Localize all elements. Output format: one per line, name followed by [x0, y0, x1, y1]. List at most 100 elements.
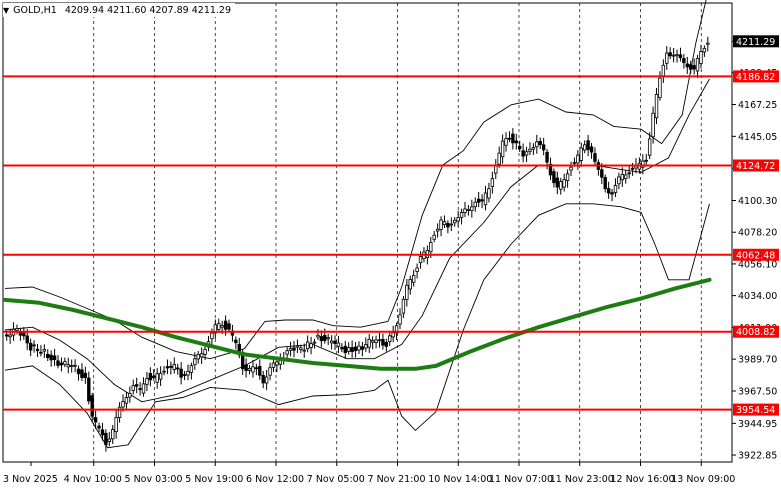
- candle-body: [186, 371, 190, 376]
- candle-body: [442, 221, 447, 226]
- candle-body: [340, 347, 344, 350]
- time-axis[interactable]: 3 Nov 2025 4 Nov 10:00 5 Nov 03:00 5 Nov 19…: [3, 462, 735, 485]
- candle-body: [456, 217, 460, 222]
- triangle-down-icon[interactable]: ▼: [3, 5, 10, 15]
- candle-body: [15, 328, 19, 331]
- candle-body: [511, 133, 515, 144]
- support-resistance-levels: [3, 75, 732, 411]
- candle-body: [353, 346, 358, 352]
- y-tick-label: 4078.20: [738, 228, 777, 239]
- candle-body: [432, 234, 436, 240]
- candle-body: [100, 429, 105, 436]
- candle-body: [319, 336, 324, 342]
- candle-body: [490, 178, 495, 187]
- candle-body: [641, 160, 645, 168]
- candle-body: [374, 339, 378, 344]
- y-tick-label: 4034.00: [738, 291, 777, 302]
- candle-body: [466, 208, 471, 211]
- candle-body: [695, 57, 700, 72]
- candle-body: [254, 367, 259, 370]
- candle-body: [644, 159, 648, 162]
- bollinger-bands: [4, 0, 710, 449]
- moving-average-line: [3, 277, 712, 371]
- candle-body: [203, 348, 207, 355]
- candle-body: [90, 395, 94, 417]
- candle-body: [582, 144, 587, 151]
- candle-body: [305, 341, 310, 350]
- candle-body: [678, 54, 683, 59]
- candle-body: [111, 429, 115, 440]
- candle-body: [411, 275, 416, 283]
- candle-body: [138, 388, 142, 390]
- candle-body: [528, 148, 532, 152]
- candle-body: [227, 323, 231, 330]
- candle-body: [258, 366, 262, 376]
- candle-body: [388, 335, 392, 342]
- candle-body: [176, 367, 180, 370]
- candle-body: [223, 320, 228, 330]
- candle-body: [446, 222, 450, 228]
- candle-body: [63, 361, 67, 365]
- candle-body: [500, 140, 505, 158]
- candle-body: [141, 383, 146, 394]
- candle-body: [275, 361, 279, 366]
- grid-lines: [93, 3, 702, 462]
- candle-body: [210, 332, 214, 340]
- upper-band-line: [4, 0, 707, 360]
- candle-body: [145, 378, 149, 385]
- candle-body: [449, 223, 454, 226]
- candle-body: [42, 349, 47, 352]
- candle-body: [244, 364, 248, 371]
- current-price-label: 4211.29: [736, 37, 775, 48]
- candle-body: [473, 201, 477, 208]
- candle-body: [247, 368, 252, 371]
- candle-body: [702, 47, 707, 53]
- candle-body: [189, 365, 194, 373]
- candle-body: [415, 267, 419, 272]
- candle-body: [360, 346, 365, 350]
- candle-body: [131, 385, 135, 391]
- candle-body: [675, 54, 679, 57]
- candle-body: [692, 65, 696, 70]
- candle-body: [699, 51, 703, 64]
- candle-body: [689, 64, 693, 70]
- level-price-label: 4062.48: [736, 250, 775, 261]
- candle-body: [364, 344, 368, 349]
- candle-body: [429, 242, 433, 253]
- ohlc-values: 4209.94 4211.60 4207.89 4211.29: [64, 4, 232, 16]
- candle-body: [268, 367, 272, 376]
- candle-body: [610, 192, 614, 195]
- candle-body: [172, 364, 176, 370]
- candle-body: [569, 166, 573, 171]
- candle-body: [28, 342, 33, 351]
- candle-body: [593, 153, 597, 162]
- candle-body: [384, 342, 389, 347]
- candle-body: [453, 219, 457, 224]
- candle-body: [706, 42, 710, 45]
- candle-body: [193, 358, 197, 366]
- level-price-box: [733, 403, 779, 416]
- candle-body: [199, 353, 204, 358]
- candle-body: [476, 198, 481, 203]
- candle-body: [613, 185, 618, 193]
- candle-body: [459, 212, 464, 218]
- candle-body: [302, 349, 306, 352]
- candle-body: [251, 366, 255, 373]
- plot-border: [2, 2, 733, 463]
- price-axis[interactable]: 4211.294189.454167.254145.054122.854100.…: [732, 35, 779, 462]
- candle-body: [497, 152, 501, 165]
- candle-body: [408, 279, 412, 290]
- candle-body: [46, 353, 50, 358]
- candle-body: [555, 177, 560, 188]
- x-tick-label: 5 Nov 03:00: [125, 474, 183, 485]
- candle-body: [617, 176, 621, 185]
- candle-body: [518, 145, 522, 150]
- candle-body: [579, 147, 583, 161]
- level-price-label: 4186.82: [736, 72, 775, 83]
- x-tick-label: 11 Nov 23:00: [550, 474, 614, 485]
- candle-body: [22, 332, 26, 337]
- candle-body: [367, 338, 371, 348]
- candle-body: [418, 256, 423, 264]
